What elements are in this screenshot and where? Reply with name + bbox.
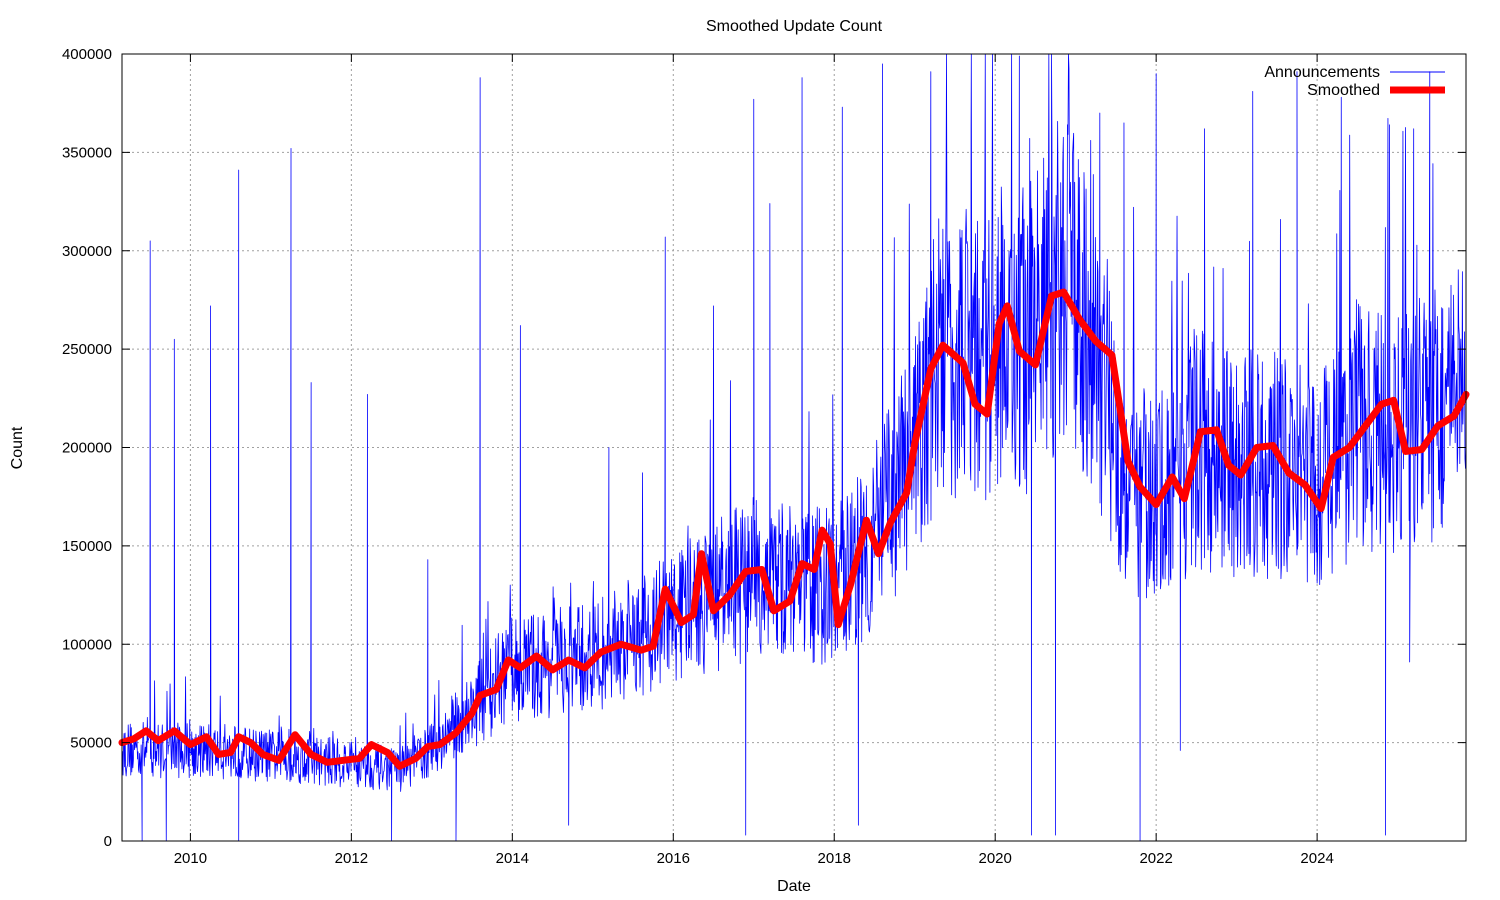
y-tick-label: 150000	[62, 538, 112, 555]
x-tick-label: 2024	[1300, 850, 1333, 867]
legend: Announcements Smoothed	[1264, 64, 1445, 99]
x-tick-label: 2010	[174, 850, 207, 867]
x-tick-label: 2020	[979, 850, 1012, 867]
smoothed-series-line	[118, 288, 1470, 770]
legend-label-announcements: Announcements	[1264, 64, 1380, 81]
legend-label-smoothed: Smoothed	[1307, 82, 1380, 99]
y-tick-label: 50000	[70, 735, 112, 752]
x-tick-label: 2012	[335, 850, 368, 867]
y-tick-label: 350000	[62, 144, 112, 161]
y-tick-label: 400000	[62, 46, 112, 63]
x-axis-title: Date	[777, 878, 811, 895]
axes-ticks: 0 50000 100000 150000 200000 250000 300000 3500…	[62, 46, 1466, 867]
chart-title: Smoothed Update Count	[706, 18, 883, 35]
y-tick-label: 0	[104, 833, 112, 850]
x-tick-label: 2022	[1139, 850, 1172, 867]
announcements-series-line	[121, 53, 1467, 842]
y-tick-label: 300000	[62, 243, 112, 260]
y-axis-title: Count	[9, 426, 26, 469]
y-tick-label: 250000	[62, 341, 112, 358]
x-tick-label: 2014	[496, 850, 529, 867]
x-tick-label: 2018	[818, 850, 851, 867]
y-tick-label: 100000	[62, 636, 112, 653]
y-tick-label: 200000	[62, 440, 112, 457]
plot-area	[118, 53, 1470, 842]
x-tick-label: 2016	[657, 850, 690, 867]
